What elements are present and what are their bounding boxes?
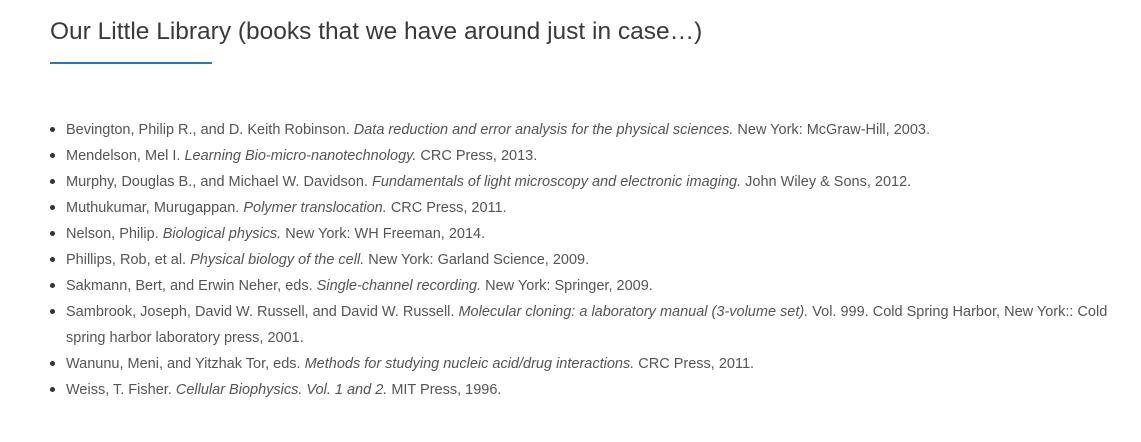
book-title: Molecular cloning: a laboratory manual (… — [458, 304, 809, 320]
book-authors: Mendelson, Mel I. — [66, 148, 181, 164]
bullet-icon — [50, 179, 55, 184]
book-title: Methods for studying nucleic acid/drug i… — [304, 356, 635, 372]
book-authors: Sambrook, Joseph, David W. Russell, and … — [66, 304, 455, 320]
book-item: Phillips, Rob, et al. Physical biology o… — [50, 247, 1125, 273]
book-item: Sambrook, Joseph, David W. Russell, and … — [50, 299, 1125, 351]
book-title: Biological physics. — [162, 226, 282, 242]
book-publication: New York: McGraw-Hill, 2003. — [737, 122, 930, 138]
bullet-icon — [50, 361, 55, 366]
bullet-icon — [50, 387, 55, 392]
book-publication: New York: Springer, 2009. — [485, 278, 653, 294]
bullet-icon — [50, 153, 55, 158]
book-authors: Bevington, Philip R., and D. Keith Robin… — [66, 122, 350, 138]
book-title: Fundamentals of light microscopy and ele… — [371, 174, 742, 190]
book-title: Cellular Biophysics. Vol. 1 and 2. — [175, 382, 388, 398]
book-publication: Vol. 999. Cold Spring Harbor, New York::… — [66, 304, 1108, 346]
book-item: Sakmann, Bert, and Erwin Neher, eds. Sin… — [50, 273, 1125, 299]
book-item: Mendelson, Mel I. Learning Bio-micro-nan… — [50, 143, 1125, 169]
book-item: Weiss, T. Fisher. Cellular Biophysics. V… — [50, 377, 1125, 403]
bullet-icon — [50, 231, 55, 236]
page-title: Our Little Library (books that we have a… — [50, 18, 703, 45]
book-publication: New York: WH Freeman, 2014. — [285, 226, 486, 242]
book-item: Nelson, Philip. Biological physics. New … — [50, 221, 1125, 247]
bullet-icon — [50, 283, 55, 288]
book-list: Bevington, Philip R., and D. Keith Robin… — [50, 117, 1125, 403]
book-authors: Sakmann, Bert, and Erwin Neher, eds. — [66, 278, 313, 294]
book-publication: MIT Press, 1996. — [391, 382, 502, 398]
book-title: Single-channel recording. — [316, 278, 482, 294]
book-authors: Murphy, Douglas B., and Michael W. David… — [66, 174, 368, 190]
book-publication: New York: Garland Science, 2009. — [368, 252, 590, 268]
book-authors: Wanunu, Meni, and Yitzhak Tor, eds. — [66, 356, 301, 372]
book-publication: CRC Press, 2011. — [390, 200, 507, 216]
bullet-icon — [50, 257, 55, 262]
book-item: Wanunu, Meni, and Yitzhak Tor, eds. Meth… — [50, 351, 1125, 377]
bullet-icon — [50, 309, 55, 314]
book-item: Murphy, Douglas B., and Michael W. David… — [50, 169, 1125, 195]
book-title: Data reduction and error analysis for th… — [353, 122, 734, 138]
bullet-icon — [50, 205, 55, 210]
book-title: Learning Bio-micro-nanotechnology. — [184, 148, 417, 164]
book-authors: Muthukumar, Murugappan. — [66, 200, 240, 216]
book-authors: Nelson, Philip. — [66, 226, 159, 242]
bullet-icon — [50, 127, 55, 132]
book-item: Muthukumar, Murugappan. Polymer transloc… — [50, 195, 1125, 221]
book-publication: CRC Press, 2011. — [638, 356, 755, 372]
title-underline — [50, 62, 212, 64]
book-item: Bevington, Philip R., and D. Keith Robin… — [50, 117, 1125, 143]
book-publication: John Wiley & Sons, 2012. — [745, 174, 912, 190]
book-title: Polymer translocation. — [243, 200, 387, 216]
library-section: Our Little Library (books that we have a… — [50, 0, 1130, 398]
book-publication: CRC Press, 2013. — [420, 148, 538, 164]
book-authors: Weiss, T. Fisher. — [66, 382, 172, 398]
book-authors: Phillips, Rob, et al. — [66, 252, 187, 268]
book-title: Physical biology of the cell. — [190, 252, 365, 268]
